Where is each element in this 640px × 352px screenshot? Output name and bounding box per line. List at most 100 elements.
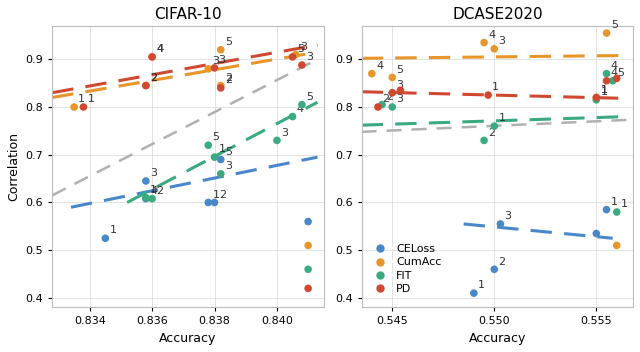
Point xyxy=(287,114,298,119)
Point xyxy=(479,40,489,45)
Text: 3: 3 xyxy=(225,161,232,171)
Y-axis label: Correlation: Correlation xyxy=(7,132,20,201)
Point xyxy=(291,52,301,57)
Text: 2: 2 xyxy=(225,75,232,85)
Point xyxy=(141,83,151,88)
Text: 4: 4 xyxy=(156,44,163,54)
Text: 1: 1 xyxy=(600,85,607,95)
Text: 5: 5 xyxy=(617,68,624,78)
Point xyxy=(489,266,499,272)
Text: 1: 1 xyxy=(78,94,85,104)
Text: 3: 3 xyxy=(504,211,511,221)
Point xyxy=(495,221,506,227)
Point xyxy=(216,157,226,162)
Text: 5: 5 xyxy=(225,37,232,47)
Text: 1: 1 xyxy=(492,82,499,92)
Point xyxy=(607,78,618,83)
Text: 5: 5 xyxy=(396,65,403,75)
Text: 2: 2 xyxy=(150,73,157,83)
Text: 3: 3 xyxy=(499,36,506,46)
Point xyxy=(209,154,220,160)
Text: 2: 2 xyxy=(219,190,226,200)
Point xyxy=(297,62,307,68)
Point xyxy=(216,47,226,52)
Title: CIFAR-10: CIFAR-10 xyxy=(154,7,222,22)
Text: 2: 2 xyxy=(225,73,232,83)
Text: 3: 3 xyxy=(150,168,157,178)
Point xyxy=(387,104,397,110)
Point xyxy=(602,78,612,83)
Point xyxy=(479,138,489,143)
Text: 2: 2 xyxy=(156,186,163,196)
Point xyxy=(602,207,612,213)
Point xyxy=(147,196,157,201)
Point xyxy=(203,143,213,148)
Text: 5: 5 xyxy=(297,44,304,54)
Text: 4: 4 xyxy=(611,68,618,78)
Text: 1: 1 xyxy=(109,226,116,235)
Text: 1: 1 xyxy=(219,144,226,155)
Point xyxy=(612,243,622,248)
Text: 1: 1 xyxy=(600,85,607,95)
Text: 1: 1 xyxy=(150,185,157,195)
Point xyxy=(489,46,499,52)
Point xyxy=(303,243,313,248)
Point xyxy=(287,54,298,60)
Point xyxy=(209,65,220,71)
Point xyxy=(303,285,313,291)
Text: 1: 1 xyxy=(621,199,628,209)
Point xyxy=(591,97,602,103)
Point xyxy=(591,95,602,100)
Point xyxy=(602,30,612,36)
Text: 3: 3 xyxy=(281,128,288,138)
Point xyxy=(612,76,622,81)
Text: 1: 1 xyxy=(611,197,618,207)
Text: 4: 4 xyxy=(150,186,157,196)
Text: 3: 3 xyxy=(396,94,403,104)
Point xyxy=(141,83,151,88)
Text: 1: 1 xyxy=(499,113,506,123)
Legend: CELoss, CumAcc, FIT, PD: CELoss, CumAcc, FIT, PD xyxy=(367,242,444,296)
Point xyxy=(141,178,151,184)
Point xyxy=(78,104,88,110)
Text: 5: 5 xyxy=(306,92,313,102)
Point xyxy=(147,54,157,60)
Text: 3: 3 xyxy=(219,55,226,65)
X-axis label: Accuracy: Accuracy xyxy=(159,332,217,345)
Text: 5: 5 xyxy=(225,147,232,157)
Text: 2: 2 xyxy=(386,92,394,102)
Text: 1: 1 xyxy=(478,281,485,290)
Point xyxy=(203,66,213,72)
X-axis label: Accuracy: Accuracy xyxy=(468,332,526,345)
Text: 2: 2 xyxy=(382,94,389,104)
Point xyxy=(396,88,406,93)
Text: 4: 4 xyxy=(297,104,304,114)
Point xyxy=(203,200,213,205)
Text: 1: 1 xyxy=(88,94,95,104)
Text: 3: 3 xyxy=(212,56,220,66)
Point xyxy=(602,71,612,76)
Point xyxy=(468,290,479,296)
Point xyxy=(483,92,493,98)
Point xyxy=(489,123,499,129)
Text: 3: 3 xyxy=(396,80,403,90)
Point xyxy=(373,104,383,110)
Text: 2: 2 xyxy=(150,73,157,83)
Point xyxy=(141,195,151,201)
Point xyxy=(367,71,377,76)
Point xyxy=(303,219,313,224)
Text: 4: 4 xyxy=(488,30,495,40)
Text: 3: 3 xyxy=(306,52,313,62)
Point xyxy=(216,83,226,88)
Title: DCASE2020: DCASE2020 xyxy=(452,7,543,22)
Text: 4: 4 xyxy=(376,61,383,71)
Text: 5: 5 xyxy=(611,20,618,30)
Point xyxy=(297,102,307,107)
Text: 2: 2 xyxy=(488,128,495,138)
Point xyxy=(591,95,602,100)
Point xyxy=(100,235,111,241)
Point xyxy=(387,75,397,80)
Text: 2: 2 xyxy=(499,257,506,266)
Point xyxy=(272,138,282,143)
Point xyxy=(69,104,79,110)
